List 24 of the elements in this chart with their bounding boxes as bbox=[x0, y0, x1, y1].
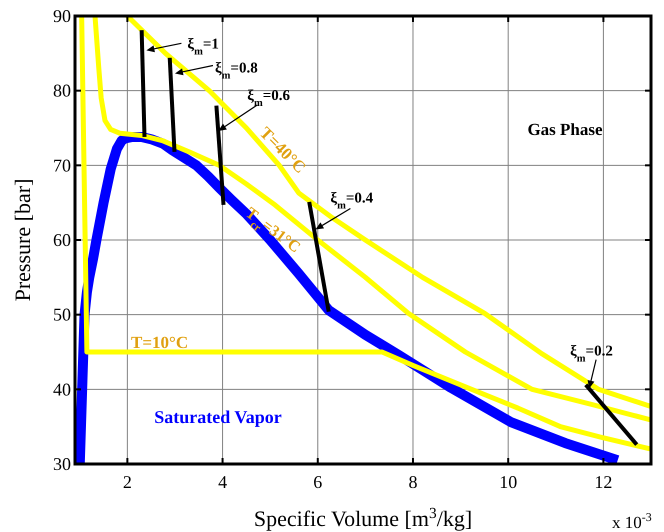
annotation: ξ$_{m}$=0.4 bbox=[330, 190, 374, 212]
y-tick-label: 90 bbox=[53, 6, 71, 26]
y-axis-title: Pressure [bar] bbox=[10, 178, 35, 302]
annotation: ξ$_{m}$=0.6 bbox=[247, 88, 291, 108]
y-tick-label: 40 bbox=[53, 379, 71, 400]
y-tick-label: 50 bbox=[53, 304, 71, 325]
annotation: ξ$_{m}$=0.8 bbox=[214, 60, 258, 81]
x-tick-label: 12 bbox=[594, 472, 612, 492]
annotation: ξ$_{m}$=1 bbox=[187, 36, 219, 57]
x-tick-label: 6 bbox=[313, 472, 322, 492]
annotation: Gas Phase bbox=[527, 120, 603, 139]
x-tick-label: 10 bbox=[499, 472, 518, 492]
x-tick-label: 4 bbox=[218, 472, 228, 492]
annotation: ξ$_{m}$=0.2 bbox=[570, 344, 613, 364]
text: x 10$^{-3}$ bbox=[612, 510, 652, 532]
x-axis-title: Specific Volume [m$^{3}$/kg] bbox=[254, 504, 472, 531]
annotation: Saturated Vapor bbox=[154, 407, 282, 427]
x-tick-label: 2 bbox=[122, 472, 132, 492]
y-tick-label: 80 bbox=[53, 80, 71, 101]
x-tick-label: 8 bbox=[408, 472, 418, 492]
series-label: T=10°C bbox=[131, 333, 188, 352]
y-tick-label: 60 bbox=[53, 230, 71, 250]
y-tick-label: 30 bbox=[53, 454, 71, 474]
y-tick-label: 70 bbox=[53, 155, 71, 176]
